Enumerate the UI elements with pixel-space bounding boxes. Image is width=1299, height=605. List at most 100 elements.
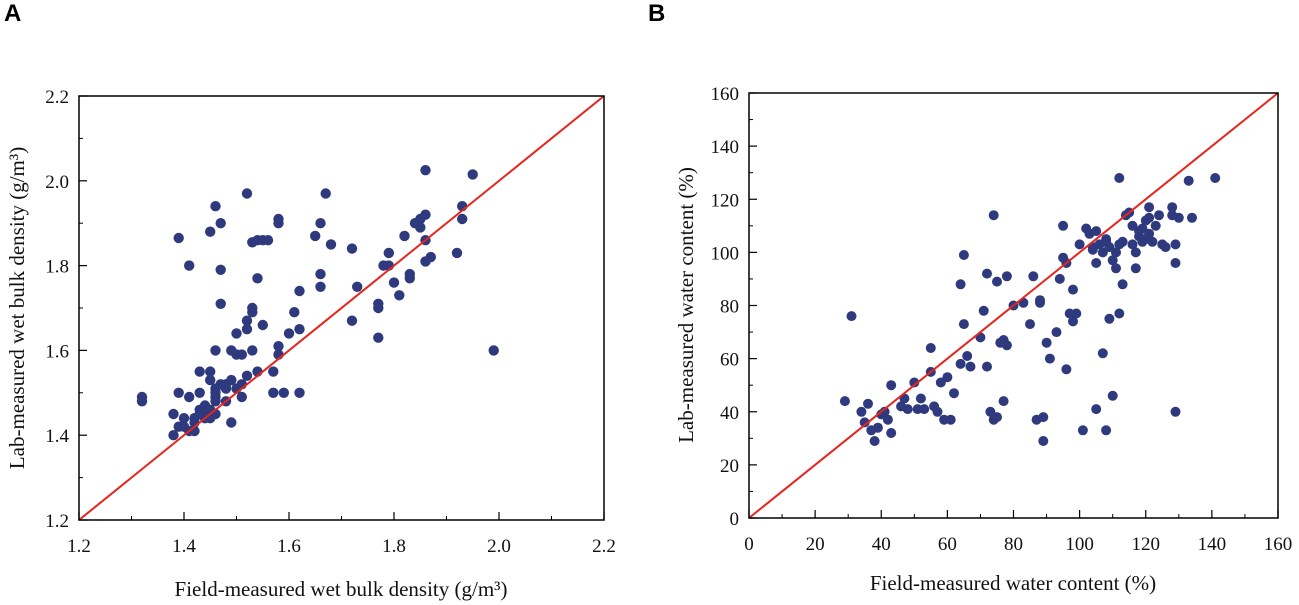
chart-b-point <box>1051 327 1062 338</box>
chart-b-point <box>1041 337 1052 348</box>
chart-a-point <box>226 417 237 428</box>
chart-b-point <box>1130 247 1141 258</box>
chart-b-point <box>1170 406 1181 417</box>
chart-a-point <box>310 230 321 242</box>
chart-b-point <box>859 417 870 428</box>
chart-a-point <box>184 260 195 271</box>
chart-a-point <box>236 349 247 360</box>
chart-a-point <box>194 366 205 377</box>
chart-b-x-axis-title: Field-measured water content (%) <box>870 571 1156 595</box>
chart-b-ticks: 0 20 40 60 80 100 120 140 160 0 20 40 60 80 100 120 140 1… <box>711 84 1293 555</box>
chart-b-x-tick-label: 100 <box>1065 534 1094 555</box>
chart-a-point <box>294 387 305 398</box>
chart-b-point <box>982 268 992 279</box>
chart-a-point <box>241 370 253 381</box>
chart-a-point <box>173 232 184 244</box>
chart-b-point <box>1068 316 1078 327</box>
chart-b-point <box>1074 239 1085 250</box>
chart-b-point <box>992 276 1002 287</box>
chart-a-point <box>205 226 216 237</box>
chart-a-points <box>136 165 499 441</box>
chart-b-point <box>1183 175 1194 186</box>
chart-b-point <box>869 436 880 446</box>
chart-b-point <box>982 361 992 372</box>
chart-b-x-tick-label: 60 <box>938 534 957 555</box>
chart-b-x-tick-label: 120 <box>1132 534 1161 555</box>
chart-b-point <box>1091 404 1102 415</box>
chart-b-point <box>872 422 883 433</box>
chart-b-y-tick-label: 40 <box>720 403 739 424</box>
chart-a-point <box>205 374 216 386</box>
chart-b-point <box>1054 273 1065 284</box>
chart-b-point <box>856 406 867 417</box>
chart-b-point <box>949 388 959 399</box>
chart-a-bulk-density: 1.2 1.4 1.6 1.8 2.0 2.2 1.2 1.4 1.6 1.8 2.0 2.2 Fie… <box>5 87 616 601</box>
chart-b-point <box>1001 340 1012 351</box>
chart-a-point <box>210 345 221 356</box>
chart-a-point <box>420 209 431 220</box>
chart-b-point <box>1160 242 1171 253</box>
chart-a-reference-line <box>79 96 604 520</box>
chart-b-point <box>1101 425 1112 436</box>
chart-a-point <box>383 247 394 259</box>
chart-a-point <box>457 213 468 225</box>
chart-a-point <box>399 230 410 242</box>
chart-a-point <box>467 169 478 180</box>
chart-a-point <box>346 243 358 254</box>
chart-a-x-tick-label: 2.0 <box>487 536 511 557</box>
chart-b-point <box>925 343 936 353</box>
chart-b-point <box>1111 247 1121 258</box>
chart-a-point <box>451 247 463 259</box>
chart-a-point <box>488 345 499 356</box>
chart-a-y-tick-label: 1.8 <box>45 257 69 278</box>
chart-a-x-tick-label: 1.2 <box>67 536 91 557</box>
chart-b-point <box>1173 212 1184 223</box>
panel-label-b: B <box>648 0 666 27</box>
chart-a-point <box>289 307 300 318</box>
chart-b-point <box>1117 279 1128 290</box>
chart-b-point <box>1091 226 1102 237</box>
chart-a-point <box>173 387 184 398</box>
chart-b-point <box>1130 263 1141 274</box>
chart-b-point <box>965 361 976 372</box>
chart-a-point <box>168 430 179 441</box>
chart-b-point <box>945 414 956 425</box>
chart-a-y-axis-title: Lab-measured wet bulk density (g/m³) <box>5 147 29 469</box>
chart-a-y-tick-label: 1.2 <box>45 511 69 532</box>
chart-b-point <box>1117 236 1128 247</box>
chart-b-point <box>1025 319 1035 330</box>
chart-a-point <box>294 324 305 335</box>
chart-a-point <box>252 273 263 284</box>
chart-a-point <box>268 366 279 377</box>
chart-b-x-tick-label: 20 <box>806 534 825 555</box>
chart-a-point <box>226 374 237 386</box>
chart-b-y-tick-label: 0 <box>730 509 740 530</box>
chart-b-point <box>962 351 973 361</box>
chart-a-point <box>247 345 258 356</box>
chart-a-point <box>415 222 426 233</box>
chart-a-point <box>373 332 384 343</box>
chart-b-point <box>1061 364 1072 375</box>
chart-b-point <box>1147 236 1158 247</box>
chart-b-point <box>958 250 969 260</box>
chart-b-point <box>1137 223 1148 234</box>
chart-b-y-tick-label: 140 <box>711 137 740 158</box>
chart-b-x-tick-label: 0 <box>744 534 754 555</box>
chart-a-point <box>220 383 232 394</box>
chart-b-point <box>992 412 1002 423</box>
chart-a-point <box>420 165 431 176</box>
chart-b-point <box>1114 308 1125 319</box>
chart-b-reference-line <box>749 93 1278 518</box>
chart-a-point <box>236 391 247 403</box>
chart-b-point <box>1071 308 1082 319</box>
chart-b-point <box>1001 271 1012 282</box>
chart-b-point <box>863 398 873 409</box>
chart-b-point <box>942 372 953 383</box>
chart-b-point <box>1144 212 1155 223</box>
chart-a-point <box>257 319 268 331</box>
chart-b-point <box>902 404 913 415</box>
chart-b-point <box>1150 220 1161 231</box>
chart-b-y-tick-label: 100 <box>711 243 740 264</box>
chart-a-x-tick-label: 2.2 <box>592 536 616 557</box>
chart-b-y-tick-label: 60 <box>720 350 739 371</box>
